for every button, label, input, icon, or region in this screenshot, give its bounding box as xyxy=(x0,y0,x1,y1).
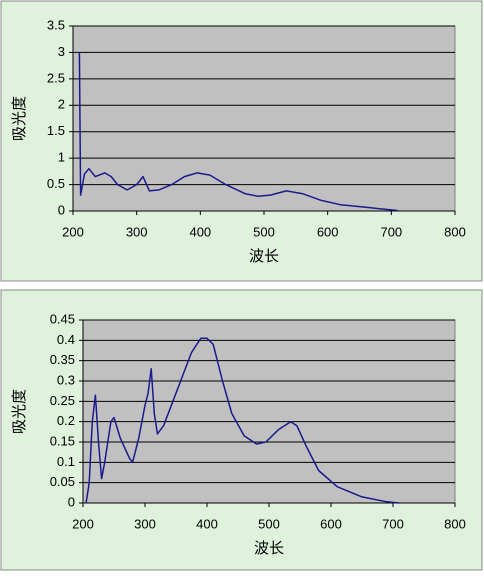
x-tick-label: 600 xyxy=(317,224,339,239)
y-axis-label: 吸光度 xyxy=(11,96,28,141)
y-tick-label: 1.5 xyxy=(47,123,65,138)
line xyxy=(85,337,400,504)
x-tick-label: 700 xyxy=(380,224,402,239)
x-tick-label: 800 xyxy=(444,516,466,531)
x-tick-label: 700 xyxy=(382,516,404,531)
y-tick-label: 3.5 xyxy=(47,17,65,32)
y-tick-label: 2.5 xyxy=(47,70,65,85)
plot-area xyxy=(72,25,456,212)
y-tick-label: 0.5 xyxy=(47,176,65,191)
x-axis-label: 波长 xyxy=(249,248,279,265)
x-tick-label: 200 xyxy=(72,516,94,531)
x-tick-label: 400 xyxy=(196,516,218,531)
y-tick-label: 1 xyxy=(58,150,65,165)
y-tick-label: 2 xyxy=(58,97,65,112)
plot-area xyxy=(82,319,456,504)
y-tick-label: 0.05 xyxy=(50,474,75,489)
x-tick-label: 400 xyxy=(189,224,211,239)
x-tick-label: 500 xyxy=(253,224,275,239)
y-tick-label: 0.25 xyxy=(50,393,75,408)
y-tick-label: 3 xyxy=(58,44,65,59)
y-tick-label: 0.35 xyxy=(50,352,75,367)
x-tick-label: 300 xyxy=(126,224,148,239)
x-axis-label: 波长 xyxy=(254,540,284,557)
line xyxy=(78,52,398,212)
x-tick-label: 200 xyxy=(62,224,84,239)
y-tick-label: 0.45 xyxy=(50,311,75,326)
y-tick-label: 0.15 xyxy=(50,433,75,448)
y-tick-label: 0 xyxy=(58,202,65,217)
x-tick-label: 800 xyxy=(444,224,466,239)
y-tick-label: 0.1 xyxy=(57,454,75,469)
y-tick-label: 0 xyxy=(68,494,75,509)
y-tick-label: 0.3 xyxy=(57,372,75,387)
x-tick-label: 600 xyxy=(320,516,342,531)
y-tick-label: 0.2 xyxy=(57,413,75,428)
x-tick-label: 500 xyxy=(258,516,280,531)
y-tick-label: 0.4 xyxy=(57,332,75,347)
x-tick-label: 300 xyxy=(134,516,156,531)
y-axis-label: 吸光度 xyxy=(11,389,28,434)
